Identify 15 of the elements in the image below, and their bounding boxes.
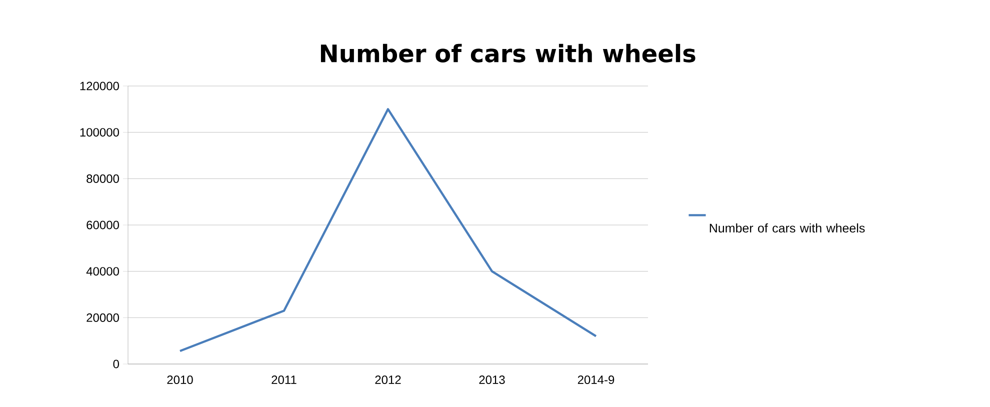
x-tick-label: 2014-9 (578, 376, 614, 384)
y-tick-label: 100000 (80, 128, 119, 137)
y-tick-label: 120000 (80, 82, 119, 90)
x-tick-label: 2012 (375, 376, 401, 384)
y-tick-label: 0 (113, 360, 120, 368)
line-series (178, 108, 598, 352)
x-tick-label: 2013 (479, 376, 505, 384)
x-tick-label: 2010 (167, 376, 193, 384)
x-tick-label: 2011 (272, 376, 296, 384)
y-tick-label: 60000 (86, 220, 119, 230)
chart-title: Number of cars with wheels (320, 44, 696, 62)
text: Number of cars with wheels (710, 223, 865, 233)
y-tick-label: 40000 (86, 267, 119, 276)
y-tick-label: 80000 (86, 174, 119, 183)
y-tick-label: 20000 (86, 313, 119, 322)
